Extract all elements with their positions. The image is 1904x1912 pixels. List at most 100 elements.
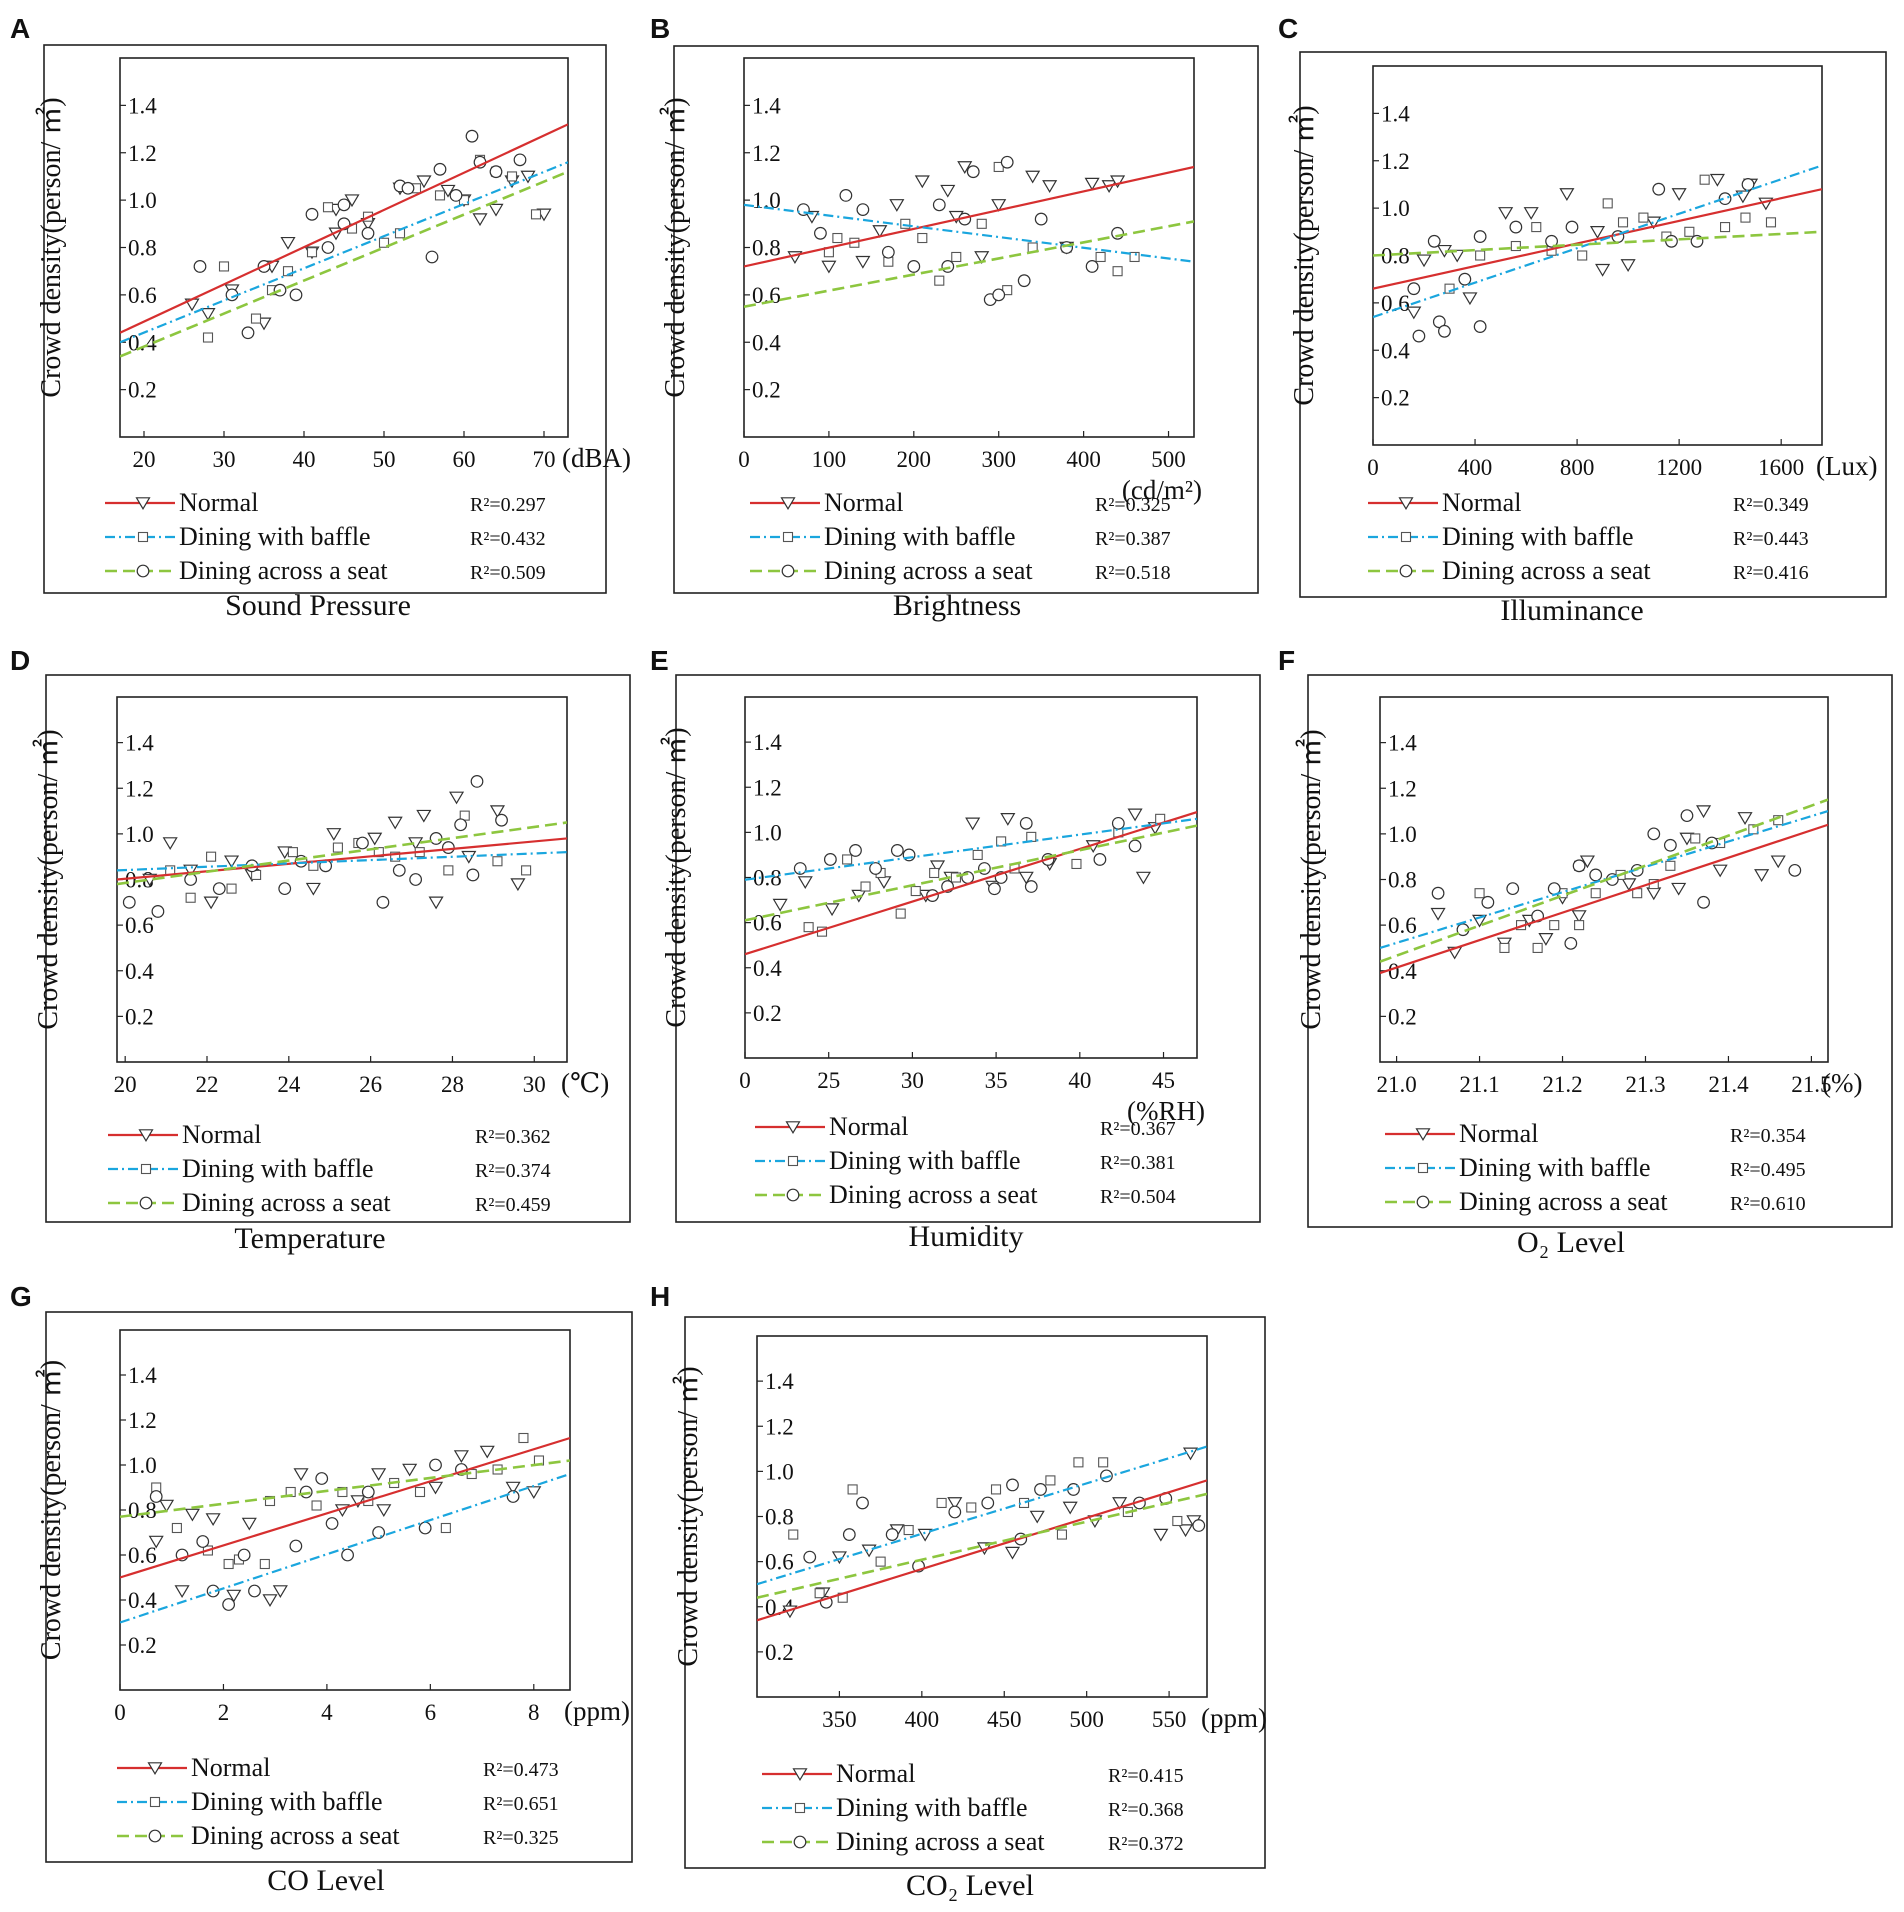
- fit-line-across: [120, 170, 568, 358]
- x-tick-label: 21.5: [1791, 1072, 1831, 1097]
- x-tick-label: 21.3: [1625, 1072, 1665, 1097]
- data-point: [376, 895, 390, 909]
- data-point: [1647, 827, 1661, 841]
- plot-marks: [120, 123, 568, 358]
- y-tick-label: 0.8: [128, 1498, 157, 1523]
- legend-marker: [1415, 1128, 1431, 1142]
- data-point: [1006, 1478, 1019, 1492]
- data-point: [262, 1594, 278, 1608]
- data-point: [1438, 324, 1451, 338]
- plot-marks: [757, 1445, 1207, 1622]
- x-tick-label: 8: [528, 1700, 540, 1725]
- x-tick-label: 30: [523, 1072, 546, 1097]
- data-point: [337, 198, 351, 212]
- fit-line-normal: [745, 811, 1197, 956]
- data-point: [1510, 240, 1521, 252]
- fit-line-baffle: [117, 851, 567, 872]
- legend-marker: [782, 531, 794, 543]
- x-tick-label: 1600: [1758, 455, 1804, 480]
- data-point: [824, 903, 840, 917]
- data-point: [203, 896, 219, 910]
- data-point: [526, 1486, 542, 1500]
- data-point: [1684, 226, 1695, 237]
- panel-C: C 0.2 0.4 0.6 0.8 1.0 1.2 1.4 0 400 800 1200 1600 (Lu…: [1278, 13, 1887, 627]
- data-point: [907, 260, 921, 273]
- r-squared: R²=0.368: [1108, 1799, 1184, 1821]
- data-point: [1127, 808, 1143, 822]
- data-point: [1135, 871, 1151, 885]
- data-point: [948, 1505, 962, 1519]
- data-point: [1770, 855, 1786, 869]
- data-point: [1545, 234, 1558, 248]
- r-squared: R²=0.349: [1733, 494, 1809, 516]
- data-point: [788, 1529, 799, 1540]
- data-point: [376, 1504, 392, 1518]
- data-point: [518, 1432, 529, 1444]
- data-point: [1712, 864, 1728, 878]
- data-point: [1577, 250, 1588, 261]
- fit-line-normal: [120, 1436, 570, 1579]
- r-squared: R²=0.504: [1100, 1186, 1176, 1208]
- data-point: [326, 828, 342, 841]
- fit-line-across: [745, 824, 1197, 922]
- panel-letter: G: [10, 1281, 32, 1312]
- panel-frame: [1299, 51, 1887, 598]
- data-point: [185, 892, 196, 903]
- data-point: [489, 805, 506, 819]
- x-tick-label: 500: [1069, 1707, 1104, 1732]
- r-squared: R²=0.509: [470, 562, 546, 584]
- x-unit: (℃): [561, 1068, 609, 1098]
- data-point: [495, 813, 508, 827]
- data-point: [1095, 251, 1106, 263]
- r-squared: R²=0.415: [1108, 1765, 1184, 1787]
- panel-F: F0.20.40.60.81.01.21.421.0 21.1 21.2 21.3 21…: [1278, 645, 1893, 1259]
- data-point: [151, 905, 165, 918]
- plot-marks: [745, 808, 1197, 956]
- data-point: [1590, 888, 1601, 899]
- data-point: [821, 260, 837, 274]
- x-tick-label: 400: [905, 1707, 940, 1732]
- data-point: [184, 873, 198, 886]
- y-tick-label: 0.6: [1388, 913, 1417, 938]
- data-point: [1718, 192, 1732, 206]
- x-unit: (%): [1822, 1068, 1862, 1098]
- panel-letter: A: [10, 13, 30, 44]
- data-point: [1602, 198, 1613, 209]
- legend-label: Dining across a seat: [182, 1188, 391, 1217]
- data-point: [1026, 831, 1037, 842]
- data-point: [957, 161, 973, 174]
- legend-label: Normal: [182, 1120, 261, 1149]
- x-tick-label: 20: [133, 447, 156, 472]
- data-point: [1034, 1483, 1047, 1496]
- data-point: [890, 844, 904, 857]
- data-point: [990, 1484, 1002, 1495]
- x-tick-label: 500: [1151, 447, 1186, 472]
- data-point: [449, 188, 463, 202]
- data-point: [205, 1513, 221, 1527]
- y-tick-label: 0.4: [125, 959, 154, 984]
- r-squared: R²=0.473: [483, 1759, 559, 1781]
- data-point: [940, 184, 956, 198]
- data-point: [367, 832, 383, 846]
- y-tick-label: 0.2: [128, 1633, 157, 1658]
- data-point: [988, 882, 1001, 896]
- y-axis-label: Crowd density(person/ ㎡): [1295, 729, 1327, 1029]
- panel-frame: [673, 45, 1259, 594]
- y-tick-label: 0.6: [128, 1543, 157, 1568]
- x-tick-label: 21.4: [1708, 1072, 1749, 1097]
- panel-A: A 0.2 0.4 0.6 0.8 1.0 1.2 1.4 20 30 40 50 60 70 (dBA) C…: [10, 13, 631, 622]
- data-point: [1019, 816, 1033, 830]
- legend-label: Dining with baffle: [179, 522, 371, 551]
- data-point: [1406, 306, 1422, 320]
- r-squared: R²=0.459: [475, 1194, 551, 1216]
- data-point: [1192, 1519, 1206, 1532]
- data-point: [1416, 254, 1432, 268]
- data-point: [1538, 933, 1554, 946]
- data-point: [855, 255, 871, 269]
- fit-line-across: [1380, 798, 1828, 963]
- data-point: [305, 207, 319, 221]
- legend-label: Normal: [824, 488, 903, 517]
- data-point: [1111, 816, 1125, 830]
- y-tick-label: 1.4: [128, 1363, 157, 1388]
- data-point: [434, 190, 446, 201]
